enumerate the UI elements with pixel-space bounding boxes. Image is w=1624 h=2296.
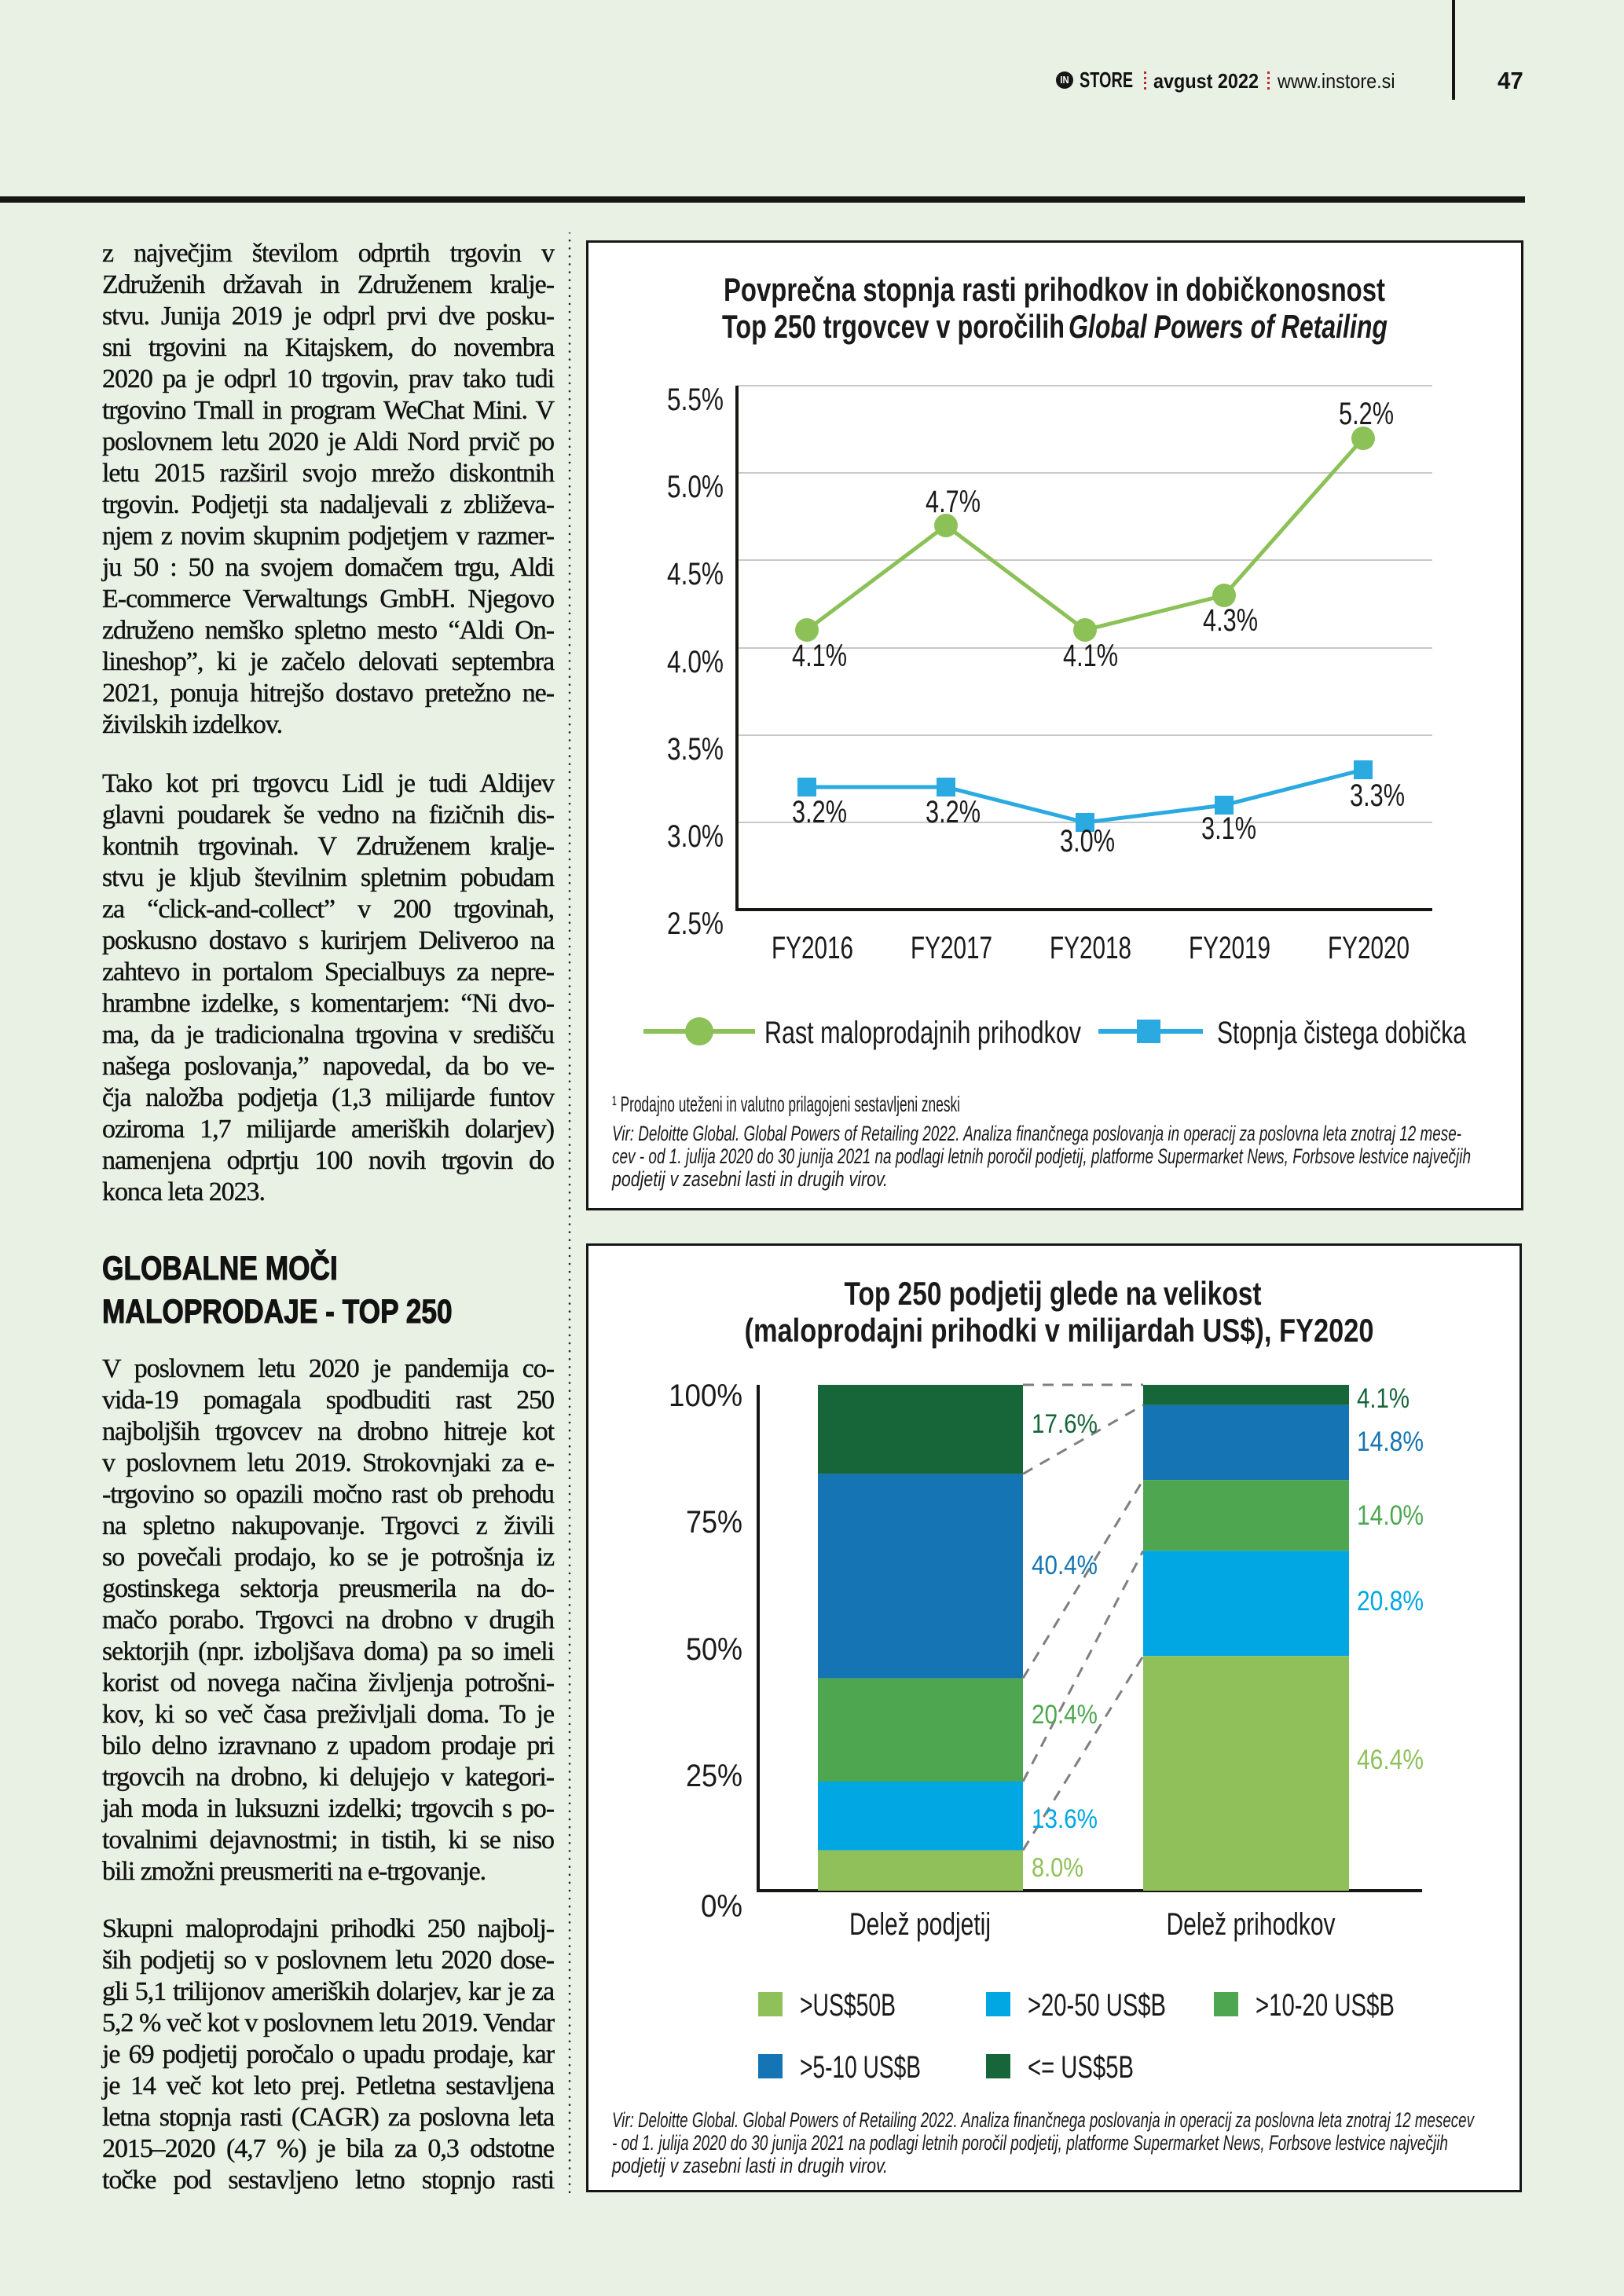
- svg-text:0%: 0%: [701, 1889, 742, 1924]
- svg-text:Top 250 podjetij glede na veli: Top 250 podjetij glede na velikost: [845, 1275, 1262, 1312]
- svg-text:>5-10 US$B: >5-10 US$B: [800, 2050, 921, 2085]
- svg-text:8.0%: 8.0%: [1032, 1853, 1083, 1883]
- svg-text:4.7%: 4.7%: [926, 485, 981, 519]
- svg-text:50%: 50%: [686, 1632, 742, 1667]
- svg-text:FY2016: FY2016: [772, 931, 853, 965]
- svg-text:3.5%: 3.5%: [667, 732, 724, 767]
- svg-text:3.0%: 3.0%: [1060, 824, 1115, 859]
- svg-text:>10-20 US$B: >10-20 US$B: [1256, 1988, 1395, 2023]
- svg-text:14.8%: 14.8%: [1357, 1426, 1424, 1457]
- svg-text:podjetij v zasebni lasti in dr: podjetij v zasebni lasti in drugih virov…: [611, 2154, 888, 2177]
- svg-text:25%: 25%: [686, 1759, 742, 1793]
- svg-text:14.0%: 14.0%: [1357, 1500, 1424, 1531]
- svg-text:3.3%: 3.3%: [1350, 778, 1405, 813]
- svg-text:Delež prihodkov: Delež prihodkov: [1167, 1907, 1336, 1942]
- svg-text:cev - od 1. julija 2020 do 30: cev - od 1. julija 2020 do 30 junija 202…: [612, 1144, 1471, 1168]
- svg-text:3.2%: 3.2%: [926, 795, 981, 829]
- svg-text:4.1%: 4.1%: [792, 639, 847, 673]
- svg-text:5.5%: 5.5%: [667, 383, 724, 417]
- svg-text:Delež podjetij: Delež podjetij: [849, 1907, 991, 1942]
- svg-text:17.6%: 17.6%: [1032, 1409, 1098, 1439]
- svg-text:Vir: Deloitte Global. Global P: Vir: Deloitte Global. Global Powers of R…: [612, 1122, 1461, 1145]
- svg-text:>20-50 US$B: >20-50 US$B: [1028, 1988, 1166, 2023]
- svg-text:Povprečna stopnja rasti prihod: Povprečna stopnja rasti prihodkov in dob…: [724, 271, 1385, 308]
- svg-text:- od 1. julija 2020 do 30 juni: - od 1. julija 2020 do 30 junija 2021 na…: [612, 2131, 1448, 2155]
- svg-text:3.0%: 3.0%: [667, 819, 724, 854]
- svg-text:4.1%: 4.1%: [1063, 639, 1118, 673]
- svg-text:Vir: Deloitte Global. Global P: Vir: Deloitte Global. Global Powers of R…: [612, 2108, 1475, 2132]
- svg-text:13.6%: 13.6%: [1032, 1804, 1098, 1834]
- svg-text:75%: 75%: [686, 1505, 742, 1540]
- svg-text:4.5%: 4.5%: [667, 557, 724, 591]
- svg-text:FY2018: FY2018: [1050, 931, 1131, 965]
- svg-text:FY2020: FY2020: [1328, 931, 1410, 965]
- svg-text:3.1%: 3.1%: [1201, 811, 1256, 846]
- svg-text:(maloprodajni prihodki v milij: (maloprodajni prihodki v milijardah US$)…: [745, 1312, 1374, 1349]
- svg-text:5.2%: 5.2%: [1339, 397, 1394, 431]
- svg-text:Global Powers of Retailing: Global Powers of Retailing: [1069, 308, 1388, 345]
- svg-text:podjetij v zasebni lasti in dr: podjetij v zasebni lasti in drugih virov…: [611, 1167, 888, 1191]
- svg-text:20.4%: 20.4%: [1032, 1700, 1098, 1730]
- svg-text:Stopnja čistega dobička: Stopnja čistega dobička: [1217, 1016, 1467, 1050]
- svg-text:>US$50B: >US$50B: [800, 1988, 896, 2023]
- svg-text:46.4%: 46.4%: [1357, 1745, 1424, 1775]
- svg-text:100%: 100%: [669, 1379, 742, 1413]
- svg-text:4.1%: 4.1%: [1357, 1383, 1410, 1414]
- svg-text:3.2%: 3.2%: [792, 795, 847, 829]
- svg-text:4.3%: 4.3%: [1203, 603, 1258, 638]
- svg-text:4.0%: 4.0%: [667, 645, 724, 679]
- svg-text:FY2019: FY2019: [1189, 931, 1270, 965]
- svg-text:¹ Prodajno uteženi in valutno: ¹ Prodajno uteženi in valutno prilagojen…: [612, 1092, 960, 1116]
- svg-text:Rast maloprodajnih prihodkov: Rast maloprodajnih prihodkov: [764, 1016, 1081, 1050]
- svg-text:20.8%: 20.8%: [1357, 1586, 1424, 1617]
- svg-text:FY2017: FY2017: [911, 931, 992, 965]
- svg-text:<= US$5B: <= US$5B: [1028, 2050, 1134, 2085]
- svg-text:Top 250 trgovcev v poročilih: Top 250 trgovcev v poročilih: [722, 308, 1065, 345]
- svg-text:2.5%: 2.5%: [667, 906, 724, 941]
- svg-text:40.4%: 40.4%: [1032, 1551, 1098, 1580]
- svg-text:5.0%: 5.0%: [667, 470, 724, 504]
